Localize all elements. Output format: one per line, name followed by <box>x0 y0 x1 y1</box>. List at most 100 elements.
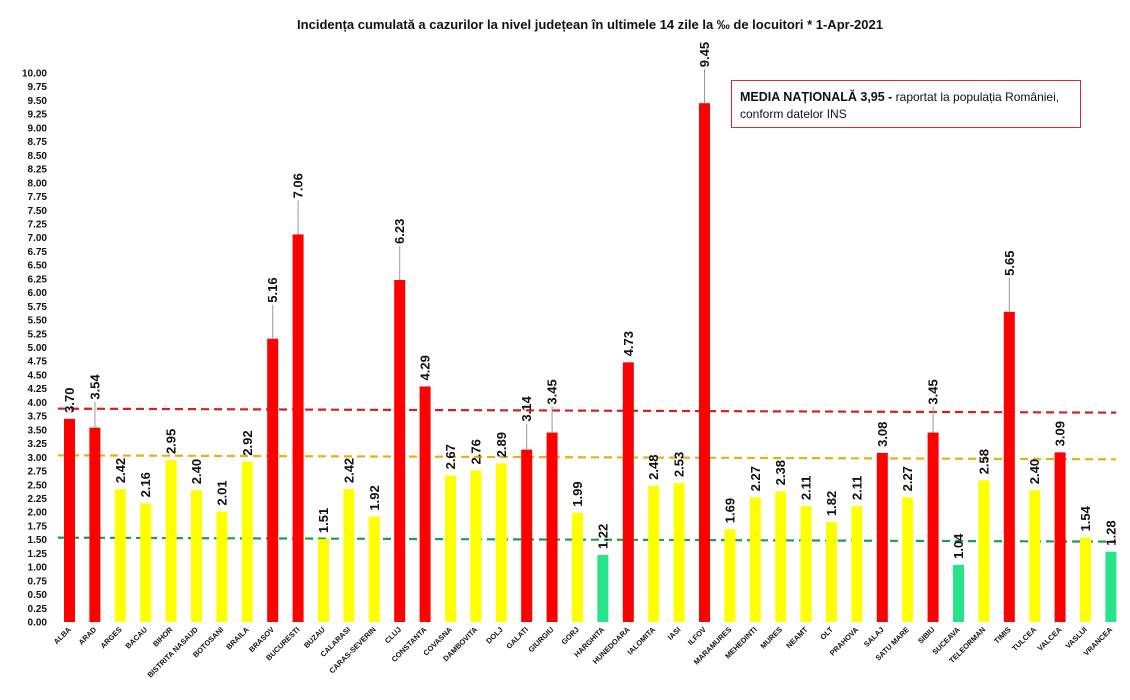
reference-line <box>57 454 1117 461</box>
bar <box>927 432 939 622</box>
bar <box>902 497 914 622</box>
y-tick-label: 5.00 <box>28 343 48 354</box>
value-label: 2.53 <box>672 452 687 477</box>
value-label: 2.48 <box>646 455 661 480</box>
bar <box>267 338 279 622</box>
y-tick-label: 4.75 <box>28 357 48 368</box>
value-label: 4.73 <box>621 331 636 356</box>
bar <box>89 427 101 622</box>
bar <box>470 470 482 622</box>
bar <box>851 506 863 622</box>
value-label: 2.42 <box>113 458 128 483</box>
value-label: 9.45 <box>697 42 712 67</box>
value-label: 2.38 <box>773 460 788 485</box>
y-tick-label: 7.25 <box>28 219 48 230</box>
bar <box>114 489 126 622</box>
category-label: OLT <box>818 625 835 642</box>
bar <box>216 511 228 622</box>
y-tick-label: 1.50 <box>28 535 48 546</box>
value-label: 3.08 <box>875 422 890 447</box>
bar <box>165 460 177 622</box>
bar <box>191 490 202 622</box>
category-label: IASI <box>666 625 683 642</box>
value-label: 1.99 <box>570 481 585 506</box>
value-label: 3.54 <box>87 374 102 400</box>
bar <box>826 522 837 622</box>
category-label: SIBIU <box>916 625 937 646</box>
bar <box>673 483 685 622</box>
y-tick-label: 8.00 <box>28 178 48 189</box>
y-tick-label: 10.00 <box>22 69 47 80</box>
value-label: 2.42 <box>341 458 356 483</box>
y-tick-label: 8.75 <box>28 137 48 148</box>
y-tick-label: 2.75 <box>28 467 48 478</box>
y-tick-label: 2.50 <box>28 480 48 491</box>
category-label: BACAU <box>124 625 150 651</box>
national-average-annotation: MEDIA NAȚIONALĂ 3,95 - raportat la popul… <box>731 80 1081 128</box>
bar <box>597 555 609 622</box>
reference-line <box>57 407 1117 414</box>
y-tick-label: 3.75 <box>28 412 48 423</box>
category-label: ALBA <box>52 625 74 647</box>
value-label: 2.11 <box>849 476 864 501</box>
value-label: 1.22 <box>595 524 610 549</box>
y-tick-label: 8.50 <box>28 151 48 162</box>
value-label: 2.40 <box>1027 459 1042 484</box>
y-tick-label: 1.00 <box>28 563 48 574</box>
bar <box>1080 537 1091 622</box>
y-tick-label: 6.75 <box>28 247 48 258</box>
value-label: 3.70 <box>62 388 77 413</box>
bar <box>978 480 990 622</box>
bar <box>394 279 406 622</box>
category-label: GIURGIU <box>526 625 555 654</box>
y-tick-label: 0.00 <box>28 618 48 629</box>
y-tick-label: 8.25 <box>28 165 48 176</box>
bar <box>140 503 152 622</box>
value-label: 3.45 <box>545 379 560 404</box>
category-label: ARGES <box>98 625 123 650</box>
value-label: 2.76 <box>468 439 483 464</box>
y-tick-label: 5.50 <box>28 316 48 327</box>
value-label: 2.67 <box>443 444 458 469</box>
reference-lines <box>57 407 1117 543</box>
reference-line <box>57 536 1117 543</box>
national-average-source: conform datelor INS <box>740 107 847 121</box>
category-label: MURES <box>759 625 785 651</box>
y-tick-label: 7.75 <box>28 192 48 203</box>
category-label: IALOMITA <box>626 625 658 657</box>
y-tick-label: 0.75 <box>28 576 48 587</box>
bar <box>445 475 456 622</box>
national-average-value: MEDIA NAȚIONALĂ 3,95 - <box>740 90 893 104</box>
value-label: 1.92 <box>367 485 382 510</box>
bar <box>724 529 736 622</box>
value-label: 3.09 <box>1053 421 1068 446</box>
y-tick-label: 4.00 <box>28 398 48 409</box>
bar <box>699 103 710 622</box>
y-tick-label: 9.00 <box>28 123 48 134</box>
value-label: 3.45 <box>926 379 941 404</box>
category-label: NEAMT <box>784 625 810 651</box>
value-label: 2.92 <box>240 430 255 455</box>
value-label: 2.16 <box>138 472 153 497</box>
y-tick-label: 7.00 <box>28 233 48 244</box>
bar <box>521 449 533 622</box>
bar <box>953 564 964 622</box>
bar <box>1105 551 1117 622</box>
value-label: 1.28 <box>1103 520 1118 545</box>
value-label: 1.82 <box>824 491 839 516</box>
category-label: GORJ <box>560 625 581 646</box>
value-label: 5.65 <box>1002 251 1017 276</box>
category-label: ILFOV <box>686 625 708 647</box>
value-label: 7.06 <box>291 173 306 198</box>
value-label: 1.54 <box>1078 505 1093 531</box>
y-tick-label: 5.75 <box>28 302 48 313</box>
y-tick-label: 3.00 <box>28 453 48 464</box>
category-label: DOLJ <box>484 625 505 646</box>
y-tick-label: 9.50 <box>28 96 48 107</box>
bar <box>775 491 787 622</box>
value-label: 4.29 <box>418 355 433 380</box>
value-label: 6.23 <box>392 219 407 244</box>
category-label: TIMIS <box>992 625 1013 646</box>
bar <box>419 386 431 622</box>
